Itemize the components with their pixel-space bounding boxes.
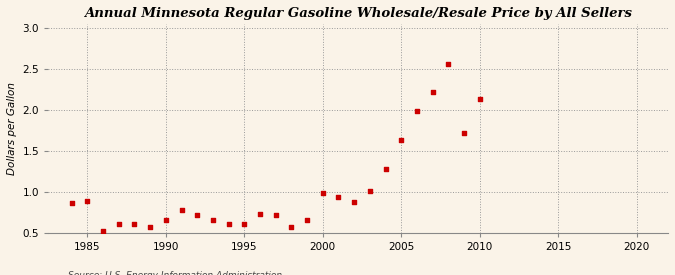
Point (207, 218, 218, 222)
Point (286, 225, 297, 229)
Point (380, 166, 391, 171)
Point (192, 212, 202, 217)
Point (113, 222, 124, 227)
Point (427, 90, 438, 94)
Point (412, 109, 423, 114)
Point (270, 213, 281, 218)
Point (317, 191, 328, 196)
Point (349, 200, 360, 204)
Point (443, 62, 454, 66)
Point (396, 138, 406, 142)
Point (223, 222, 234, 227)
Point (98, 229, 109, 233)
Point (475, 97, 485, 101)
Point (144, 225, 155, 229)
Y-axis label: Dollars per Gallon: Dollars per Gallon (7, 82, 17, 175)
Point (254, 211, 265, 216)
Point (239, 222, 250, 227)
Point (82, 199, 92, 204)
Point (302, 218, 313, 222)
Point (333, 194, 344, 199)
Point (129, 222, 140, 227)
Point (458, 131, 469, 135)
Point (364, 189, 375, 193)
Text: Source: U.S. Energy Information Administration: Source: U.S. Energy Information Administ… (68, 271, 281, 275)
Title: Annual Minnesota Regular Gasoline Wholesale/Resale Price by All Sellers: Annual Minnesota Regular Gasoline Wholes… (84, 7, 632, 20)
Point (176, 207, 187, 212)
Point (66, 201, 77, 205)
Point (161, 218, 171, 222)
